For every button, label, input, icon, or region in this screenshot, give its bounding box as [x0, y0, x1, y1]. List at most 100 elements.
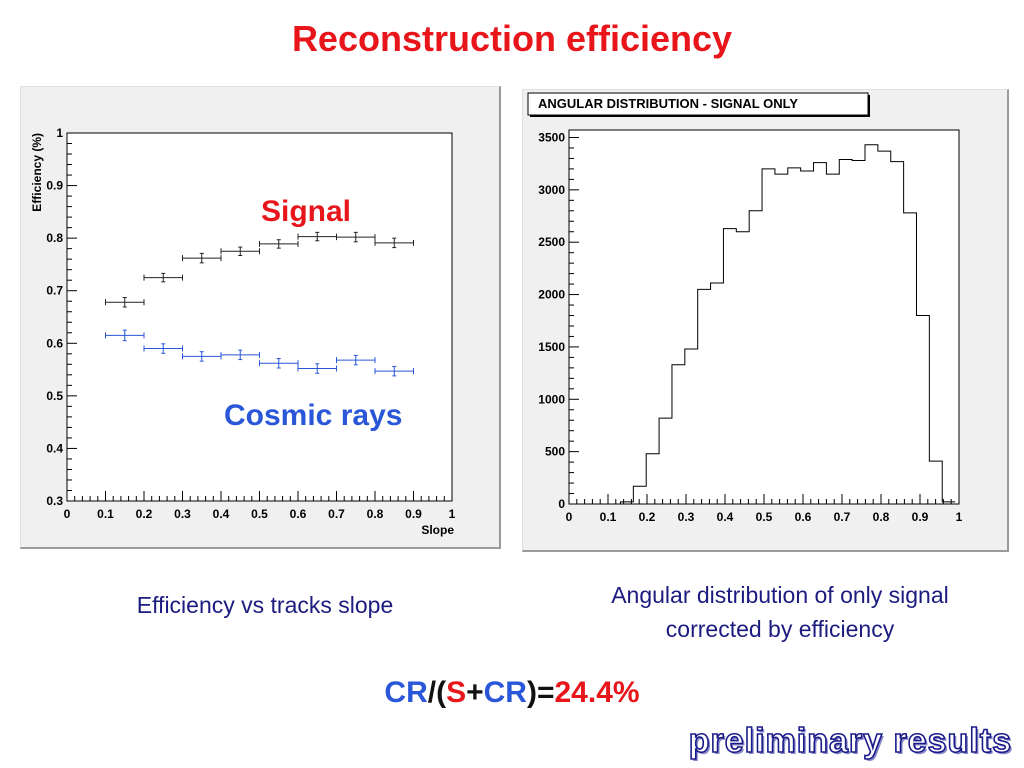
histogram-bin	[646, 454, 659, 504]
y-tick-label: 0.8	[46, 231, 63, 245]
y-tick-label: 500	[545, 445, 565, 459]
x-tick-label: 0	[566, 510, 573, 524]
y-tick-label: 1500	[538, 340, 565, 354]
ratio-cr2: CR	[483, 676, 527, 709]
angular-caption-line2: corrected by efficiency	[665, 616, 895, 642]
y-tick-label: 0.5	[46, 389, 63, 403]
y-tick-label: 0.6	[46, 336, 63, 350]
plot-frame	[66, 132, 453, 502]
histogram-bin	[814, 163, 827, 504]
y-tick-label: 3500	[538, 130, 565, 144]
histogram-bin	[878, 151, 891, 504]
histogram-bin	[904, 213, 917, 504]
histogram-bin	[852, 161, 865, 504]
x-tick-label: 0.8	[367, 507, 384, 521]
x-tick-label: 0.4	[213, 507, 230, 521]
histogram-bin	[929, 461, 942, 504]
x-tick-label: 0.8	[873, 510, 890, 524]
efficiency-chart: 0 0.1 0.2 0.3 0.4 0.5 0.6 0.7 0.8 0.9 1 0.3 0.4 0.5 0.…	[30, 126, 456, 537]
efficiency-caption: Efficiency vs tracks slope	[136, 592, 394, 618]
preliminary-watermark: preliminary results	[688, 721, 1012, 761]
x-tick-label: 0.6	[795, 510, 812, 524]
x-tick-label: 0.9	[912, 510, 929, 524]
x-tick-label: 0	[64, 507, 71, 521]
y-tick-label: 2000	[538, 288, 565, 302]
histogram-bin	[826, 174, 839, 504]
angular-caption: Angular distribution of only signal corr…	[545, 578, 1015, 646]
x-tick-label: 0.2	[136, 507, 153, 521]
histogram-bin	[801, 171, 814, 504]
efficiency-chart-panel: 0 0.1 0.2 0.3 0.4 0.5 0.6 0.7 0.8 0.9 1 0.3 0.4 0.5 0.…	[20, 86, 501, 549]
data-point-signal	[105, 297, 145, 308]
histogram-bin	[891, 162, 904, 504]
ratio-value: 24.4%	[554, 676, 640, 709]
ratio-slash-open: /(	[427, 676, 447, 709]
data-point-signal	[220, 246, 260, 256]
histogram-bin	[659, 418, 672, 504]
data-point-cosmic-rays	[143, 343, 183, 354]
histogram-bin	[685, 349, 698, 504]
data-point-cosmic-rays	[374, 365, 414, 377]
histogram-bin	[916, 316, 929, 504]
histogram-bin	[762, 169, 775, 504]
histogram-bin	[865, 145, 878, 504]
histogram-bin	[723, 229, 736, 504]
histogram-bin	[736, 232, 749, 504]
histogram-bin	[839, 159, 852, 504]
x-tick-label: 0.3	[174, 507, 191, 521]
y-axis-label: Efficiency (%)	[30, 133, 44, 212]
y-tick-label: 1	[56, 126, 63, 140]
histogram-bin	[788, 168, 801, 504]
y-tick-label: 0.3	[46, 494, 63, 508]
histogram-bin	[942, 502, 955, 504]
y-tick-label: 0.9	[46, 179, 63, 193]
y-tick-label: 0.7	[46, 284, 63, 298]
data-point-cosmic-rays	[336, 354, 376, 366]
ratio-cr: CR	[384, 676, 428, 709]
x-tick-label: 0.1	[97, 507, 114, 521]
x-tick-label: 0.3	[678, 510, 695, 524]
x-tick-label: 0.7	[834, 510, 851, 524]
page-title: Reconstruction efficiency	[291, 18, 733, 59]
angular-distribution-panel: ANGULAR DISTRIBUTION - SIGNAL ONLY 0 0.1 0.…	[522, 89, 1009, 552]
x-tick-label: 0.5	[251, 507, 268, 521]
y-tick-label: 2500	[538, 235, 565, 249]
ratio-formula: CR/(S+CR)=24.4%	[0, 676, 1024, 710]
ratio-close-eq: )=	[526, 676, 555, 709]
data-point-cosmic-rays	[259, 358, 299, 369]
x-tick-label: 0.7	[328, 507, 345, 521]
signal-annotation: Signal	[261, 195, 351, 228]
data-point-cosmic-rays	[105, 329, 145, 342]
data-point-signal	[336, 231, 376, 243]
x-tick-label: 0.9	[405, 507, 422, 521]
ratio-plus: +	[466, 676, 484, 709]
histogram-bin	[672, 365, 685, 504]
histogram-bin	[633, 486, 646, 504]
x-tick-label: 0.1	[600, 510, 617, 524]
cosmic-rays-annotation: Cosmic rays	[224, 399, 402, 432]
data-point-signal	[259, 239, 299, 249]
histogram-outline	[569, 144, 956, 505]
data-point-signal	[143, 272, 183, 283]
y-tick-label: 0	[558, 497, 565, 511]
x-axis-label: Slope	[421, 523, 454, 537]
angular-distribution-chart: ANGULAR DISTRIBUTION - SIGNAL ONLY 0 0.1 0.…	[527, 92, 963, 524]
chart-title: ANGULAR DISTRIBUTION - SIGNAL ONLY	[538, 96, 798, 111]
data-point-cosmic-rays	[297, 363, 337, 374]
y-tick-label: 1000	[538, 392, 565, 406]
plot-frame	[568, 129, 960, 505]
data-point-signal	[182, 252, 222, 264]
x-tick-label: 0.5	[756, 510, 773, 524]
x-tick-label: 1	[956, 510, 963, 524]
histogram-bin	[775, 174, 788, 504]
histogram-bin	[698, 289, 711, 504]
y-tick-label: 3000	[538, 183, 565, 197]
histogram-bin	[711, 283, 724, 504]
x-tick-label: 0.2	[639, 510, 656, 524]
angular-caption-line1: Angular distribution of only signal	[611, 582, 949, 608]
data-point-signal	[374, 237, 414, 249]
x-tick-label: 1	[449, 507, 456, 521]
x-tick-label: 0.6	[290, 507, 307, 521]
histogram-bin	[749, 211, 762, 504]
ratio-s: S	[446, 676, 467, 709]
